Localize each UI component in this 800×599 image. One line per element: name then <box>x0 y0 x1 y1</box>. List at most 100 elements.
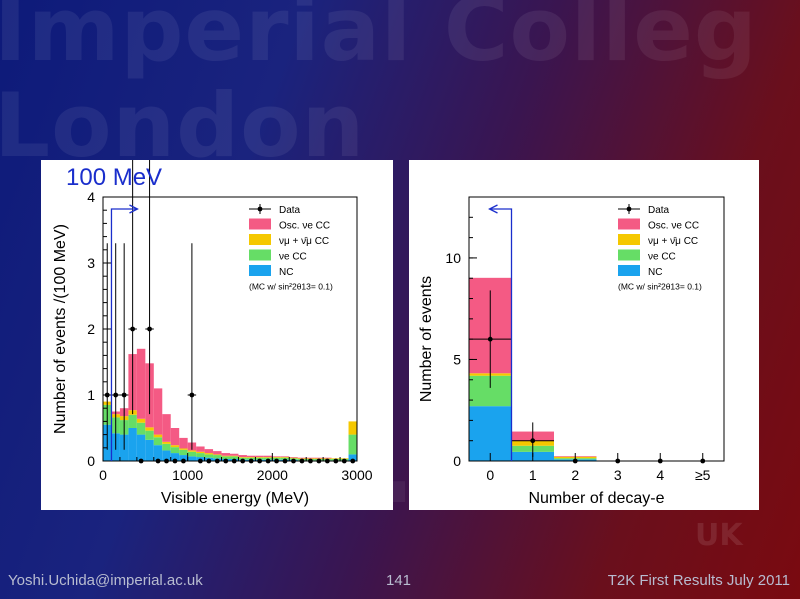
x-tick-label: 0 <box>486 467 494 483</box>
bar-oscecc <box>230 453 239 456</box>
bar-cc <box>272 457 281 458</box>
data-point <box>333 458 339 464</box>
data-point <box>223 458 229 464</box>
bar-cc <box>255 457 264 458</box>
bar-cc <box>162 441 171 444</box>
bar-cc <box>187 450 197 452</box>
data-point <box>214 458 220 464</box>
bar-nc <box>348 454 357 461</box>
bar-ecc <box>153 437 163 446</box>
x-axis-title: Number of decay-e <box>528 490 664 507</box>
legend-swatch <box>618 218 640 230</box>
bar-oscecc <box>196 446 205 452</box>
data-point <box>104 392 110 398</box>
bar-nc <box>162 450 171 461</box>
bar-cc <box>221 455 230 457</box>
legend-note: (MC w/ sin²2θ13= 0.1) <box>618 282 702 292</box>
bar-oscecc <box>153 388 163 435</box>
data-point <box>121 392 127 398</box>
x-tick-label: 3 <box>614 467 622 483</box>
bar-oscecc <box>213 451 222 455</box>
legend-label: Osc. νe CC <box>648 221 699 232</box>
x-tick-label: 3000 <box>341 467 372 483</box>
bar-oscecc <box>162 414 171 442</box>
legend-swatch <box>249 249 271 261</box>
bar-cc <box>263 457 273 458</box>
data-point <box>291 458 296 464</box>
decay-e-chart: 0 5 10 0 1 2 3 4 ≥5 Number of decay-e Number of ev… <box>418 196 725 507</box>
bar-oscecc <box>272 456 281 458</box>
y-tick-label: 0 <box>453 453 461 469</box>
data-point <box>257 458 263 464</box>
bar-cc <box>246 457 256 458</box>
data-point <box>240 458 246 464</box>
legend-label: NC <box>648 267 662 278</box>
uk-watermark: UK <box>695 518 743 553</box>
legend-label: Data <box>279 205 301 216</box>
y-tick-label: 10 <box>445 250 461 266</box>
legend-swatch <box>249 265 271 276</box>
y-axis-title: Number of events /(100 MeV) <box>52 224 69 434</box>
data-point <box>265 458 271 464</box>
bar-nc <box>145 439 154 461</box>
bar-nc <box>136 434 146 461</box>
bar-oscecc <box>221 453 230 456</box>
bar-ecc <box>136 422 146 435</box>
energy-chart-panel: 0 1 2 3 4 0 1000 2000 3000 Visible energy (MeV) Nu… <box>41 157 393 510</box>
data-point <box>113 392 119 398</box>
bar-ecc <box>348 434 357 455</box>
legend-swatch <box>618 265 640 276</box>
data-point <box>700 458 706 464</box>
footer-page-number: 141 <box>386 572 412 589</box>
bar-oscecc <box>255 455 264 458</box>
x-tick-label: ≥5 <box>695 467 711 483</box>
y-tick-label: 2 <box>87 321 95 337</box>
y-axis-title: Number of events <box>418 276 435 402</box>
bar-cc <box>196 451 205 454</box>
y-tick-label: 4 <box>87 189 95 205</box>
bar-ecc <box>145 430 154 440</box>
x-tick-label: 4 <box>656 467 664 483</box>
bar-cc <box>280 457 290 458</box>
cut-arrow-line <box>489 208 513 461</box>
legend-swatch <box>618 249 640 261</box>
data-point <box>189 392 195 398</box>
data-point <box>248 458 254 464</box>
bar-nc <box>187 456 197 461</box>
bar-nc <box>179 455 188 461</box>
legend-label: νe CC <box>279 252 307 263</box>
data-point <box>155 458 161 464</box>
data-point <box>206 458 212 464</box>
data-point <box>274 458 279 464</box>
bar-ecc <box>162 443 171 451</box>
bar-ecc <box>170 447 180 454</box>
y-tick-label: 1 <box>87 387 95 403</box>
bar-ecc <box>187 451 197 457</box>
bar-oscecc <box>289 457 298 458</box>
bar-cc <box>145 427 154 431</box>
data-point <box>282 458 288 464</box>
legend-swatch <box>249 218 271 230</box>
data-point <box>572 458 578 464</box>
plot-frame <box>468 196 725 462</box>
energy-cut-annotation: 100 MeV <box>66 164 163 191</box>
data-point <box>341 458 347 464</box>
data-point <box>197 458 203 464</box>
bar-ecc <box>204 454 214 458</box>
legend-label: νμ + ν̄μ CC <box>648 236 698 247</box>
data-point <box>138 458 144 464</box>
bar-ecc <box>196 453 205 458</box>
legend-label: νe CC <box>648 252 676 263</box>
bar-nc <box>128 428 137 461</box>
data-point <box>130 326 136 332</box>
data-point <box>164 458 169 464</box>
bar-oscecc <box>204 449 214 454</box>
x-tick-label: 2 <box>571 467 579 483</box>
bar-cc <box>238 457 247 458</box>
legend-swatch <box>618 234 640 245</box>
legend-label: NC <box>279 267 293 278</box>
footer-title: T2K First Results July 2011 <box>607 572 790 589</box>
data-point <box>530 438 536 444</box>
data-point <box>172 458 178 464</box>
legend-label: νμ + ν̄μ CC <box>279 236 329 247</box>
